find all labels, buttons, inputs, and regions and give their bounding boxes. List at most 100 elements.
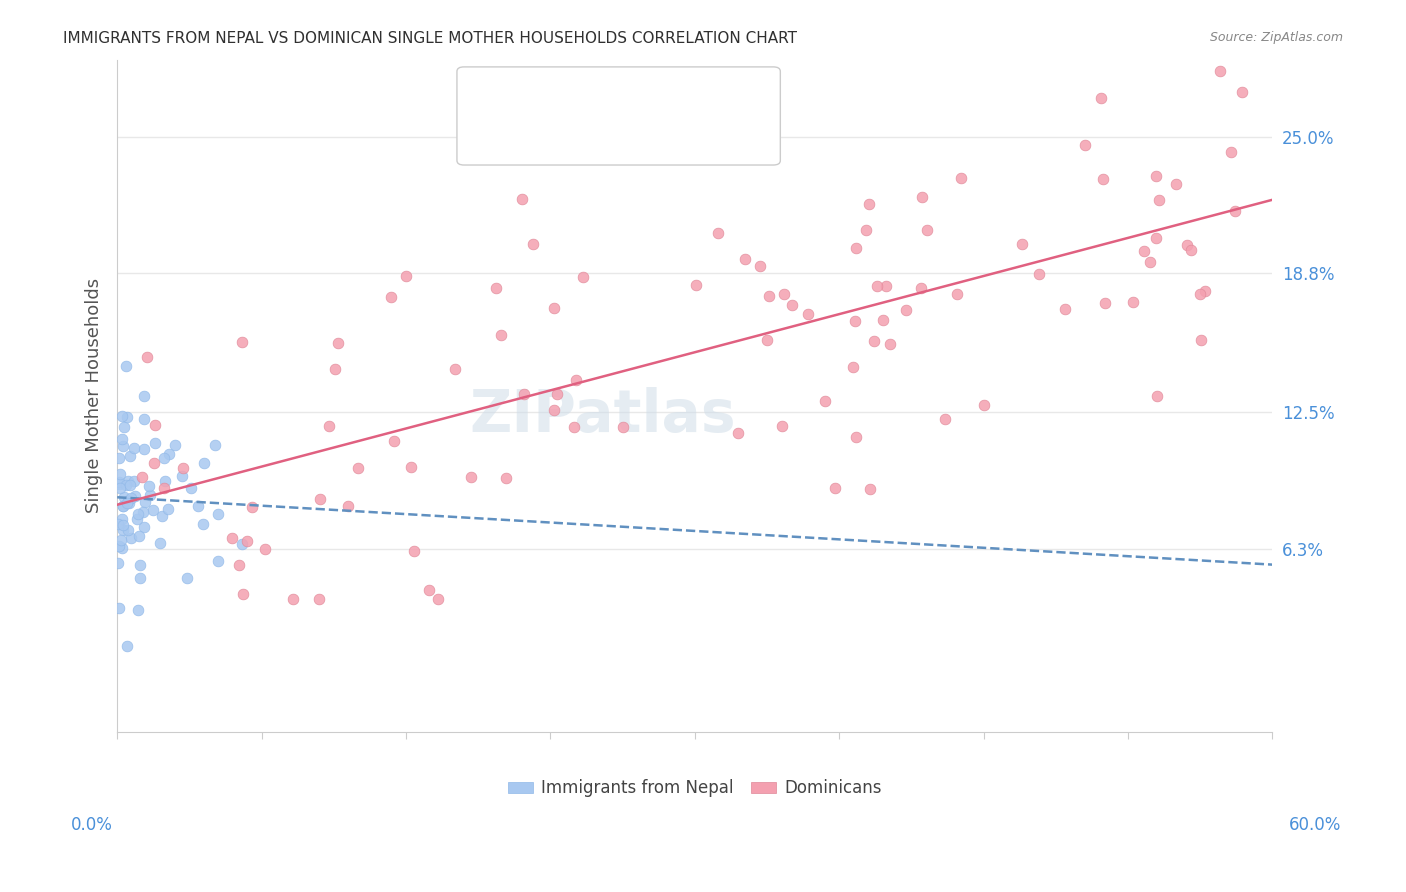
Point: [872, 312, 894, 326]
Point: [399, 459, 422, 474]
Point: [814, 393, 837, 408]
Point: [1122, 295, 1144, 310]
Point: [115, 478, 138, 492]
Point: [546, 387, 568, 401]
Point: [402, 544, 425, 558]
Point: [143, 456, 166, 470]
Point: [875, 278, 897, 293]
Point: [522, 236, 544, 251]
Point: [426, 592, 449, 607]
Point: [1209, 63, 1232, 78]
Point: [117, 524, 139, 538]
Point: [149, 536, 172, 550]
Point: [228, 558, 250, 572]
Point: [111, 512, 134, 526]
Point: [138, 478, 160, 492]
Point: [1074, 138, 1097, 153]
Point: [117, 475, 139, 489]
Point: [770, 418, 793, 433]
Point: [1220, 145, 1243, 160]
Point: [1149, 193, 1171, 207]
Point: [326, 335, 349, 350]
Point: [132, 519, 155, 533]
Point: [135, 351, 157, 365]
Point: [395, 268, 418, 283]
Point: [543, 403, 565, 417]
Point: [911, 189, 934, 203]
Point: [143, 417, 166, 432]
Point: [165, 437, 187, 451]
Point: [112, 439, 135, 453]
Text: 60.0%: 60.0%: [1288, 816, 1341, 834]
Point: [562, 420, 585, 434]
Point: [780, 298, 803, 312]
Point: [131, 470, 153, 484]
Point: [150, 508, 173, 523]
Point: [756, 333, 779, 347]
Point: [111, 499, 134, 513]
Point: [309, 492, 332, 507]
Point: [107, 516, 129, 531]
Point: [108, 467, 131, 481]
Point: [1164, 177, 1187, 191]
Point: [915, 223, 938, 237]
Point: [132, 505, 155, 519]
Point: [844, 314, 866, 328]
Point: [845, 430, 868, 444]
Point: [129, 572, 152, 586]
Point: [946, 287, 969, 301]
Point: [157, 447, 180, 461]
Text: 0.0%: 0.0%: [70, 816, 112, 834]
Point: [112, 517, 135, 532]
Point: [485, 280, 508, 294]
Point: [120, 532, 142, 546]
Point: [110, 533, 132, 548]
Text: IMMIGRANTS FROM NEPAL VS DOMINICAN SINGLE MOTHER HOUSEHOLDS CORRELATION CHART: IMMIGRANTS FROM NEPAL VS DOMINICAN SINGL…: [63, 31, 797, 46]
Point: [108, 451, 131, 466]
Point: [108, 540, 131, 554]
Text: Source: ZipAtlas.com: Source: ZipAtlas.com: [1209, 31, 1343, 45]
Point: [172, 468, 194, 483]
Point: [153, 481, 176, 495]
Point: [796, 307, 818, 321]
Point: [180, 481, 202, 495]
Point: [727, 426, 749, 441]
Point: [111, 541, 134, 555]
Point: [444, 362, 467, 376]
Legend: Immigrants from Nepal, Dominicans: Immigrants from Nepal, Dominicans: [502, 772, 889, 804]
Point: [1090, 91, 1112, 105]
Point: [910, 281, 932, 295]
Point: [1011, 237, 1033, 252]
Point: [565, 373, 588, 387]
Point: [685, 278, 707, 293]
Point: [221, 531, 243, 545]
Point: [132, 389, 155, 403]
Point: [380, 290, 402, 304]
Point: [495, 470, 517, 484]
Point: [337, 499, 360, 513]
Point: [543, 301, 565, 315]
Point: [1189, 333, 1212, 347]
Point: [118, 477, 141, 491]
Y-axis label: Single Mother Households: Single Mother Households: [86, 278, 103, 513]
Point: [191, 517, 214, 532]
Point: [107, 556, 129, 570]
Point: [112, 490, 135, 504]
Point: [934, 412, 956, 426]
Point: [124, 489, 146, 503]
Point: [127, 507, 149, 521]
Point: [1092, 171, 1115, 186]
Point: [112, 420, 135, 434]
Point: [382, 434, 405, 448]
Point: [110, 432, 132, 446]
Point: [1194, 284, 1216, 298]
Point: [323, 362, 346, 376]
Point: [128, 529, 150, 543]
Point: [863, 334, 886, 348]
Point: [207, 554, 229, 568]
Point: [120, 449, 142, 463]
Point: [153, 450, 176, 465]
Point: [855, 223, 877, 237]
Point: [845, 241, 868, 255]
Point: [1175, 238, 1198, 252]
